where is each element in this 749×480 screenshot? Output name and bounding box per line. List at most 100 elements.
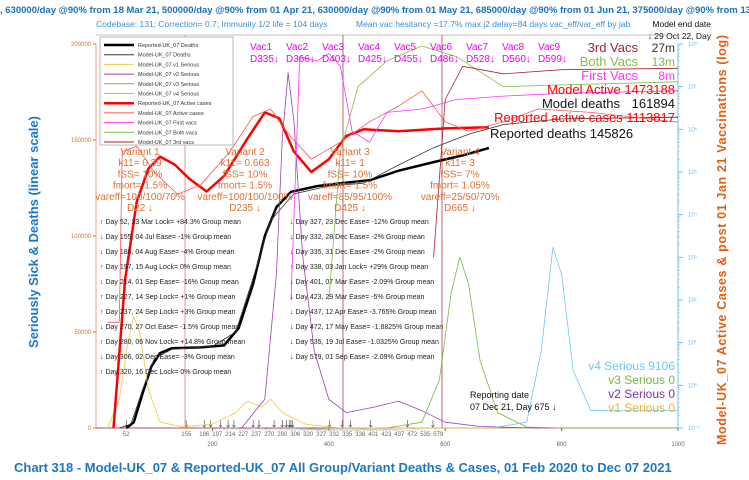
legend-entry: Model-UK_07 Deaths (138, 53, 191, 59)
variant-1-fmort: fmort= 1.5% (113, 181, 167, 192)
y-tick-label: 150000 (71, 138, 92, 144)
model-end-date: ↓ 29 Oct 22, Day (648, 31, 712, 41)
variant-4-fmort: fmort= 1.05% (430, 181, 490, 192)
event-day-label: 472 (407, 432, 418, 438)
event-arrow-icon (348, 420, 353, 428)
label-first-count: 8m (658, 69, 675, 83)
event-leader (233, 427, 257, 431)
event-day-label: 214 (225, 432, 236, 438)
event-arrow-icon (272, 420, 276, 428)
series-model-uk-07-v1-serious (107, 316, 678, 429)
legend-entry: Model-UK_07 Both vacs (138, 130, 198, 136)
event-arrow-icon (327, 420, 332, 428)
event-day-label: 270 (264, 432, 275, 438)
variant-3-day: D425 ↓ (334, 203, 366, 214)
event-arrow-icon (431, 420, 435, 428)
event-leader (282, 427, 309, 431)
label-both-vacs: Both Vacs (580, 54, 639, 69)
y2-tick-label: 10⁵ (688, 169, 698, 176)
variant-4-k11: k11= 3 (445, 158, 475, 169)
event-annotation: ↑ Day 338, 03 Jan Lock= +29% Group mean (290, 264, 428, 271)
variant-2-k11: k11= 0.663 (220, 158, 269, 169)
vaccine-8-day: D560↓ (502, 54, 531, 65)
label-3rd-vacs: 3rd Vacs (588, 40, 639, 55)
event-day-label: 280 (277, 432, 288, 438)
event-annotation: ↓ Day 327, 23 Dec Ease= -12% Group mean (290, 219, 429, 226)
event-annotation: ↓ Day 332, 28 Dec Ease= -2% Group mean (290, 234, 425, 241)
variant-2-fmort: fmort= 1.5% (218, 181, 272, 192)
variant-3-fmort: fmort= 1.5% (323, 181, 377, 192)
legend-entry: Model-UK_07 v2 Serious (138, 72, 199, 78)
event-day-label: 237 (251, 432, 262, 438)
legend-entry: Model-UK_07 v4 Serious (138, 92, 199, 98)
legend-entry: Model-UK_07 v3 Serious (138, 82, 199, 88)
variant-2-title: Variant 2 (225, 147, 265, 158)
y2-axis-label: Model-UK_07 Active Cases & post 01 Jan 2… (715, 35, 729, 445)
event-leader (286, 427, 322, 431)
vaccine-5-name: Vac5 (394, 42, 416, 53)
vaccine-9-name: Vac9 (538, 42, 560, 53)
event-annotation: ↑ Day 280, 06 Nov Lock= +14.8% Group mea… (100, 339, 245, 346)
event-annotation: ↑ Day 227, 14 Sep Lock= +1% Group mean (100, 294, 236, 301)
label-v4: v4 Serious 9106 (588, 359, 675, 373)
event-annotation: ↓ Day 155, 04 Jul Ease= -1% Group mean (100, 234, 231, 241)
variant-4-fss: fSS= 7% (440, 169, 479, 180)
event-day-label: 227 (238, 432, 249, 438)
codebase-line: Codebase: 131; Correction= 0.7; Immunity… (96, 19, 328, 29)
event-annotation: ↓ Day 535, 19 Jul Ease= -1.0325% Group m… (290, 339, 439, 346)
series-model-uk-07-deaths (119, 116, 679, 429)
event-leader (432, 427, 439, 431)
label-first-vacs: First Vacs (581, 68, 638, 83)
x-tick-label: 400 (324, 442, 335, 448)
event-arrow-icon (405, 420, 410, 428)
event-day-label: 535 (420, 432, 431, 438)
y-axis-label: Seriously Sick & Deaths (linear scale) (26, 116, 41, 348)
variant-1-day: D22 ↓ (127, 203, 153, 214)
variant-1-k11: k11= 0.39 (118, 158, 162, 169)
y2-tick-label: 10⁷ (688, 84, 697, 91)
label-v1: v1 Serious 0 (608, 401, 675, 415)
y-tick-label: 200000 (71, 42, 92, 48)
variant-3-title: Variant 3 (330, 147, 370, 158)
vaccine-9-day: D599↓ (538, 54, 567, 65)
event-annotation: ↓ Day 335, 31 Dec Ease= -2% Group mean (290, 249, 425, 256)
event-day-label: 338 (355, 432, 366, 438)
header-top-line: , 630000/day @90% from 18 Mar 21, 500000… (0, 5, 749, 16)
event-annotation: ↓ Day 579, 01 Sep Ease= -2.09% Group mea… (290, 354, 435, 361)
series-model-uk-07-3rd-vacs (433, 65, 679, 258)
event-arrow-icon (226, 420, 230, 428)
variant-4-title: Variant 4 (440, 147, 480, 158)
event-day-label: 155 (181, 432, 192, 438)
event-leader (350, 427, 400, 431)
event-leader (210, 427, 218, 431)
y-tick-label: 100000 (71, 234, 92, 240)
event-day-label: 186 (199, 432, 210, 438)
event-annotation: ↑ Day 52, 23 Mar Lock= +84.3% Group mean (100, 219, 241, 226)
vaccine-2-day: D366↓ (286, 54, 315, 65)
vaccine-6-day: D486↓ (430, 54, 459, 65)
vaccine-7-name: Vac7 (466, 42, 488, 53)
event-day-label: 306 (290, 432, 301, 438)
event-annotation: ↓ Day 214, 01 Sep Ease= -16% Group mean (100, 279, 239, 286)
event-annotation: ↓ Day 306, 02 Dec Ease= -3% Group mean (100, 354, 235, 361)
event-day-label: 423 (381, 432, 392, 438)
series-model-uk-07-first-vacs (290, 53, 679, 301)
y2-tick-label: 10⁸ (688, 41, 698, 48)
vaccine-4-name: Vac4 (358, 42, 380, 53)
event-leader (292, 427, 361, 431)
event-leader (220, 427, 231, 431)
vaccine-5-day: D455↓ (394, 54, 423, 65)
event-leader (329, 427, 374, 431)
reporting-date: 07 Dec 21, Day 675 ↓ (470, 402, 557, 412)
event-day-label: 579 (433, 432, 444, 438)
label-model-deaths-value: 161894 (632, 96, 675, 111)
event-leader (370, 427, 413, 431)
event-day-label: 327 (316, 432, 327, 438)
series-model-uk-07-active-cases (107, 90, 679, 323)
variant-2-day: D235 ↓ (229, 203, 261, 214)
variant-3-k11: k11= 1 (335, 158, 365, 169)
series-model-uk-07-v4-serious (491, 247, 678, 429)
label-model-active: Model Active 1473188 (547, 82, 675, 97)
hesitancy-line: Mean vac hesitancy =17.7% max j2 delay=8… (356, 19, 630, 29)
